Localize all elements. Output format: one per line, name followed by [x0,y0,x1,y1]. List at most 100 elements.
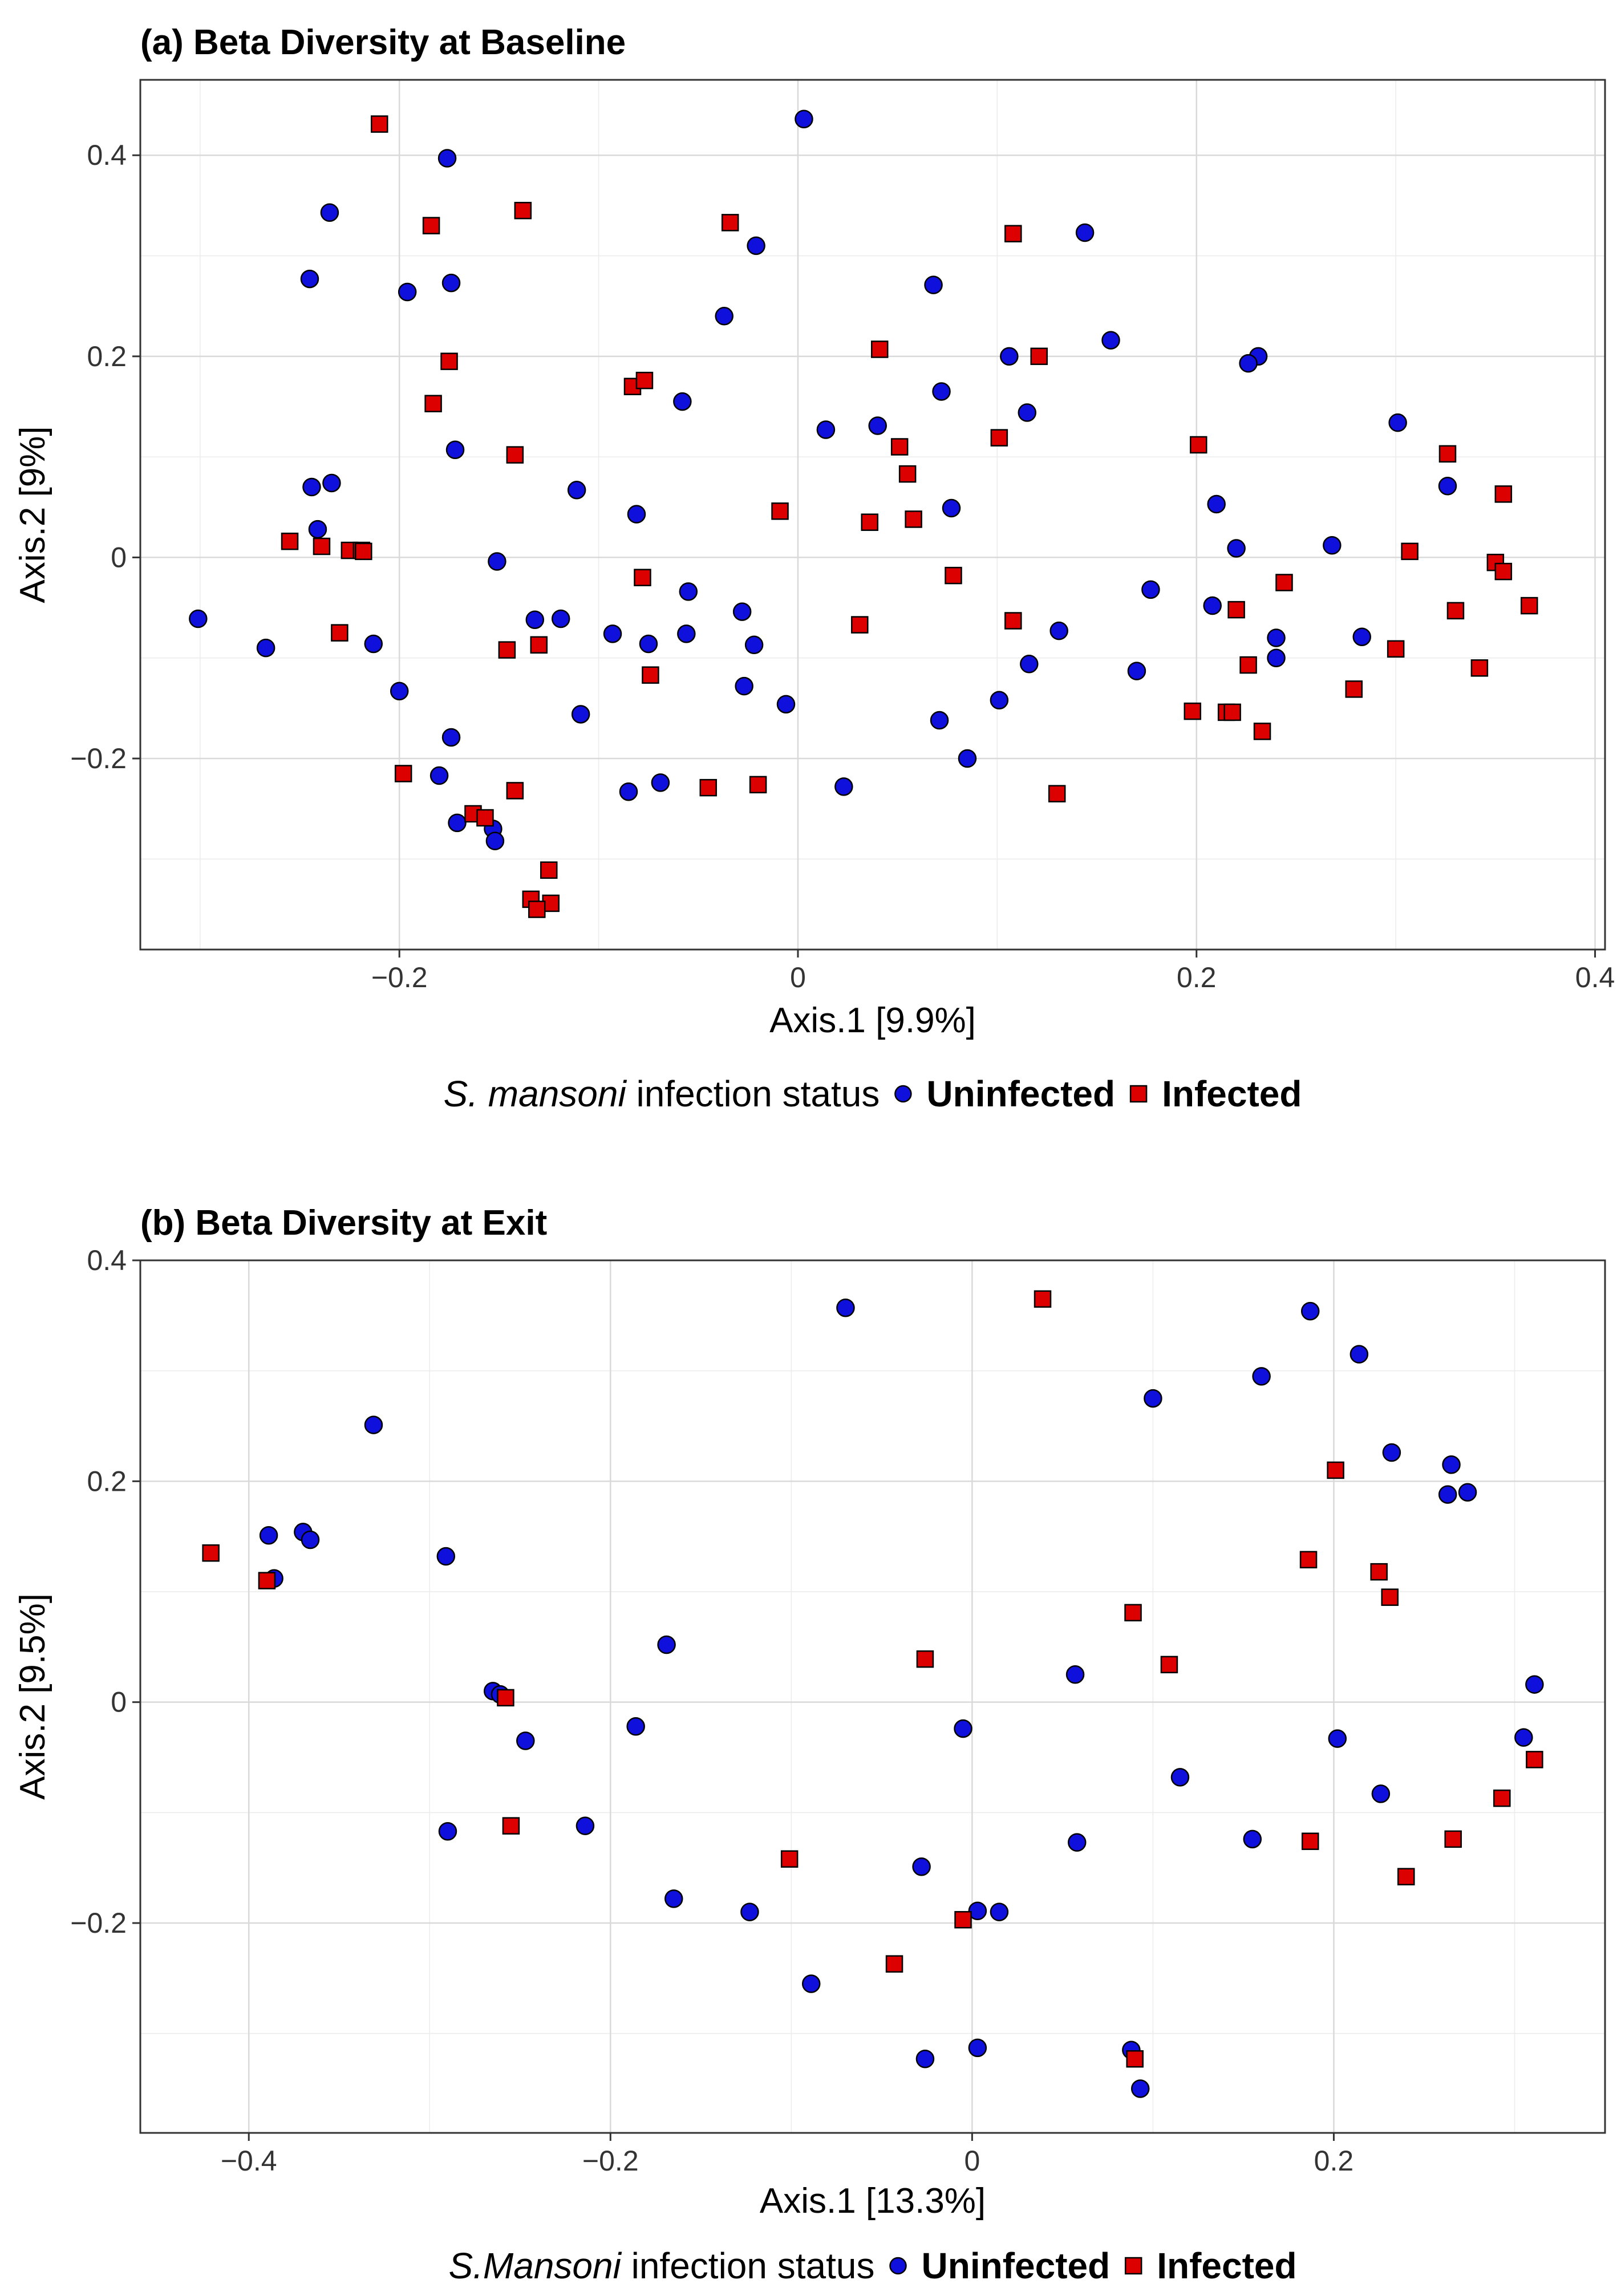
y-axis-label: Axis.2 [9.5%] [13,1593,52,1800]
data-point-infected [506,782,524,800]
data-point-uninfected [516,1731,535,1750]
data-point-uninfected [673,392,692,411]
legend-title: S.Mansoni infection status [448,2245,874,2286]
data-point-uninfected [398,282,417,302]
data-point-uninfected [968,1901,987,1920]
data-point-uninfected [1141,580,1160,599]
data-point-uninfected [567,481,586,500]
data-point-uninfected [1049,621,1068,640]
plot-frame [139,1259,1606,2134]
data-point-uninfected [364,1415,383,1434]
data-point-infected [1184,702,1202,720]
data-point-uninfected [679,582,698,601]
data-point-infected [1124,1604,1142,1622]
data-point-infected [1494,485,1513,503]
data-point-uninfected [300,269,319,289]
data-point-infected [851,616,869,634]
legend-key-uninfected [894,1085,912,1103]
x-tick-label: 0.4 [1575,962,1615,993]
data-point-infected [1387,640,1405,658]
data-point-uninfected [744,635,764,655]
x-tick-label: −0.2 [582,2145,639,2177]
data-point-infected [528,900,546,918]
legend-label-uninfected: Uninfected [926,1073,1115,1114]
data-point-uninfected [437,149,457,168]
data-point-uninfected [259,1526,278,1545]
legend-title-species: S. mansoni [444,1073,627,1114]
data-point-uninfected [1020,655,1039,674]
data-point-uninfected [320,203,339,222]
data-point-infected [916,1650,934,1668]
data-point-infected [1438,445,1457,463]
x-tick-label: −0.4 [221,2145,277,2177]
data-point-infected [1030,347,1048,366]
chart-title: (b) Beta Diversity at Exit [140,1203,547,1243]
data-point-uninfected [715,307,733,326]
data-point-uninfected [1300,1301,1320,1321]
data-point-uninfected [1127,662,1146,680]
data-point-uninfected [1068,1833,1087,1852]
data-point-infected [497,1689,514,1707]
data-point-uninfected [429,766,449,785]
data-point-infected [313,537,331,555]
legend-label-infected: Infected [1157,2245,1296,2286]
data-point-infected [394,765,412,782]
data-point-infected [1253,723,1271,740]
data-point-uninfected [954,1719,972,1738]
data-point-infected [1401,542,1419,561]
data-point-uninfected [1442,1455,1461,1474]
data-point-infected [1189,436,1207,454]
data-point-infected [514,201,532,220]
data-point-uninfected [301,1530,320,1549]
data-point-infected [422,217,440,234]
data-point-infected [371,115,388,133]
panel-b-exit: −0.4 −0.2 0 0.2 −0.2 0 0.2 0.4 (b) Beta Diversit… [13,1203,1606,2286]
data-point-uninfected [1458,1483,1477,1502]
x-tick-label: 0 [964,2145,980,2177]
data-point-uninfected [576,1816,595,1835]
data-point-infected [1223,703,1241,721]
data-point-uninfected [1239,354,1258,373]
data-point-uninfected [664,1889,683,1908]
data-point-uninfected [1525,1675,1544,1694]
data-point-uninfected [868,416,887,435]
data-point-uninfected [189,609,208,628]
data-point-uninfected [364,634,383,654]
data-point-infected [476,809,494,827]
data-point-infected [1493,1789,1511,1807]
data-point-uninfected [626,1717,645,1736]
data-point-uninfected [1267,628,1286,647]
data-point-uninfected [1514,1728,1533,1747]
data-point-infected [890,438,909,456]
y-tick-label: 0.2 [87,1465,127,1497]
data-point-uninfected [651,773,670,792]
data-point-infected [780,1850,799,1868]
data-point-uninfected [801,1974,821,1993]
data-point-uninfected [836,1299,855,1317]
data-point-infected [1370,1563,1388,1581]
data-point-infected [990,429,1008,447]
data-point-infected [1301,1832,1319,1850]
data-point-uninfected [816,420,836,439]
data-point-infected [540,861,558,879]
data-point-infected [1227,601,1245,619]
y-tick-label: 0.4 [87,139,127,171]
data-point-infected [1048,785,1066,802]
data-point-uninfected [942,498,961,518]
data-point-infected [1470,659,1489,677]
plot-frame [139,79,1606,951]
data-point-infected [1275,574,1293,591]
data-point-uninfected [1352,627,1371,646]
legend-key-infected [1129,1085,1148,1103]
data-point-infected [530,636,548,654]
legend-key-uninfected [889,2257,907,2275]
data-point-uninfected [924,275,943,294]
data-point-uninfected [571,705,590,724]
y-tick-label: 0.2 [87,340,127,372]
data-point-uninfected [1388,413,1407,432]
chart-title: (a) Beta Diversity at Baseline [140,23,626,62]
y-tick-label: −0.2 [70,743,127,774]
data-point-infected [331,624,348,642]
data-point-infected [861,513,879,531]
